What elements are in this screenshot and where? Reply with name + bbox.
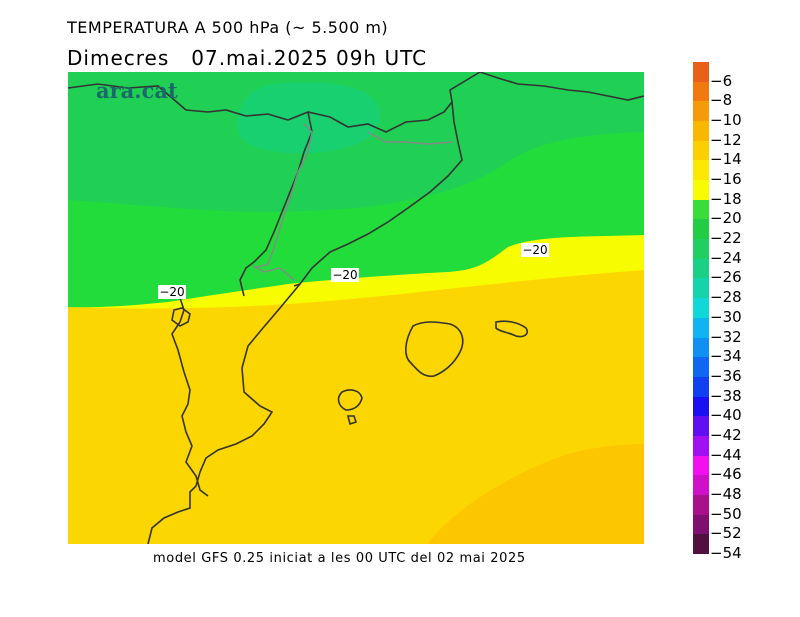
small-island [171, 307, 191, 327]
regional-borders [253, 123, 453, 281]
coastlines [68, 72, 644, 544]
colorbar-swatch [693, 101, 709, 122]
colorbar-label: −32 [710, 327, 742, 346]
colorbar-label: −44 [710, 445, 742, 464]
colorbar-swatch [693, 219, 709, 240]
contour-label-3: −20 [522, 243, 547, 257]
contour-label-bg-1 [158, 285, 186, 299]
colorbar-swatch [693, 199, 709, 220]
colorbar-swatch [693, 298, 709, 319]
colorbar-label: −12 [710, 130, 742, 149]
contour-label-bg-3 [521, 243, 549, 257]
colorbar-label: −26 [710, 268, 742, 287]
colorbar-swatch [693, 239, 709, 260]
colorbar-label: −28 [710, 288, 742, 307]
map-title: TEMPERATURA A 500 hPa (~ 5.500 m) [67, 18, 389, 37]
formentera [346, 415, 358, 426]
region-border-3 [253, 265, 295, 281]
ibiza [337, 389, 363, 411]
contour-label-2: −20 [332, 268, 357, 282]
mallorca [405, 321, 464, 378]
region-border-2 [367, 131, 453, 145]
colorbar-label: −42 [710, 425, 742, 444]
colorbar-label: −40 [710, 406, 742, 425]
colorbar-label: −48 [710, 484, 742, 503]
colorbar-swatch [693, 376, 709, 398]
contour-labels: −20 −20 −20 [158, 243, 549, 299]
colorbar-label: −54 [710, 544, 742, 562]
colorbar-swatch [693, 357, 709, 378]
contour-label-bg-2 [331, 268, 359, 282]
colorbar-swatch [693, 62, 709, 83]
colorbar-label: −24 [710, 248, 742, 267]
ebro-border [239, 111, 313, 297]
band-minus14 [428, 444, 644, 544]
gulf-lion-coast [479, 72, 644, 101]
colorbar-swatch [693, 140, 709, 161]
temperature-map: −20 −20 −20 ara.cat [68, 72, 644, 544]
logo: ara.cat [96, 78, 178, 103]
model-info: model GFS 0.25 iniciat a les 00 UTC del … [153, 551, 526, 566]
colorbar-swatch [693, 81, 709, 102]
colorbar-swatch [693, 337, 709, 358]
colorbar-swatch [693, 494, 709, 516]
colorbar-label: −22 [710, 229, 742, 248]
inland-border [171, 297, 209, 497]
colorbar-swatch [693, 396, 709, 417]
colorbar-swatch [693, 534, 709, 555]
colorbar-label: −20 [710, 209, 742, 228]
colorbar-label: −14 [710, 150, 742, 169]
colorbar-swatch [693, 121, 709, 142]
north-edge-coast [68, 83, 187, 111]
forecast-time: 07.mai.2025 09h UTC [191, 46, 428, 70]
colorbar-swatch [693, 180, 709, 201]
colorbar-label: −36 [710, 366, 742, 385]
colorbar-label: −16 [710, 170, 742, 189]
colorbar-label: −52 [710, 524, 742, 543]
region-border-1 [253, 123, 313, 269]
colorbar-swatch [693, 416, 709, 437]
forecast-day: Dimecres [67, 46, 170, 70]
colorbar-label: −18 [710, 189, 742, 208]
colorbar-label: −50 [710, 504, 742, 523]
colorbar-swatch [693, 160, 709, 181]
colorbar-label: −46 [710, 465, 742, 484]
colorbar-label: −8 [710, 91, 733, 110]
colorbar-label: −34 [710, 347, 742, 366]
colorbar-swatch [693, 278, 709, 299]
colorbar-label: −10 [710, 111, 742, 130]
map-svg: −20 −20 −20 ara.cat [68, 72, 644, 544]
pyrenees-border [185, 72, 481, 133]
menorca [495, 320, 529, 338]
colorbar-label: −30 [710, 307, 742, 326]
forecast-datetime: Dimecres 07.mai.2025 09h UTC [67, 46, 427, 70]
colorbar-swatch [693, 455, 709, 476]
colorbar-swatch [693, 514, 709, 535]
catalan-coast [293, 101, 463, 287]
colorbar [693, 62, 709, 555]
colorbar-swatch [693, 317, 709, 338]
valencian-coast [147, 283, 301, 544]
colorbar-label: −6 [710, 71, 733, 90]
colorbar-swatch [693, 435, 709, 457]
colorbar-label: −38 [710, 386, 742, 405]
colorbar-swatch [693, 475, 709, 496]
contour-label-1: −20 [159, 285, 184, 299]
colorbar-swatch [693, 258, 709, 279]
